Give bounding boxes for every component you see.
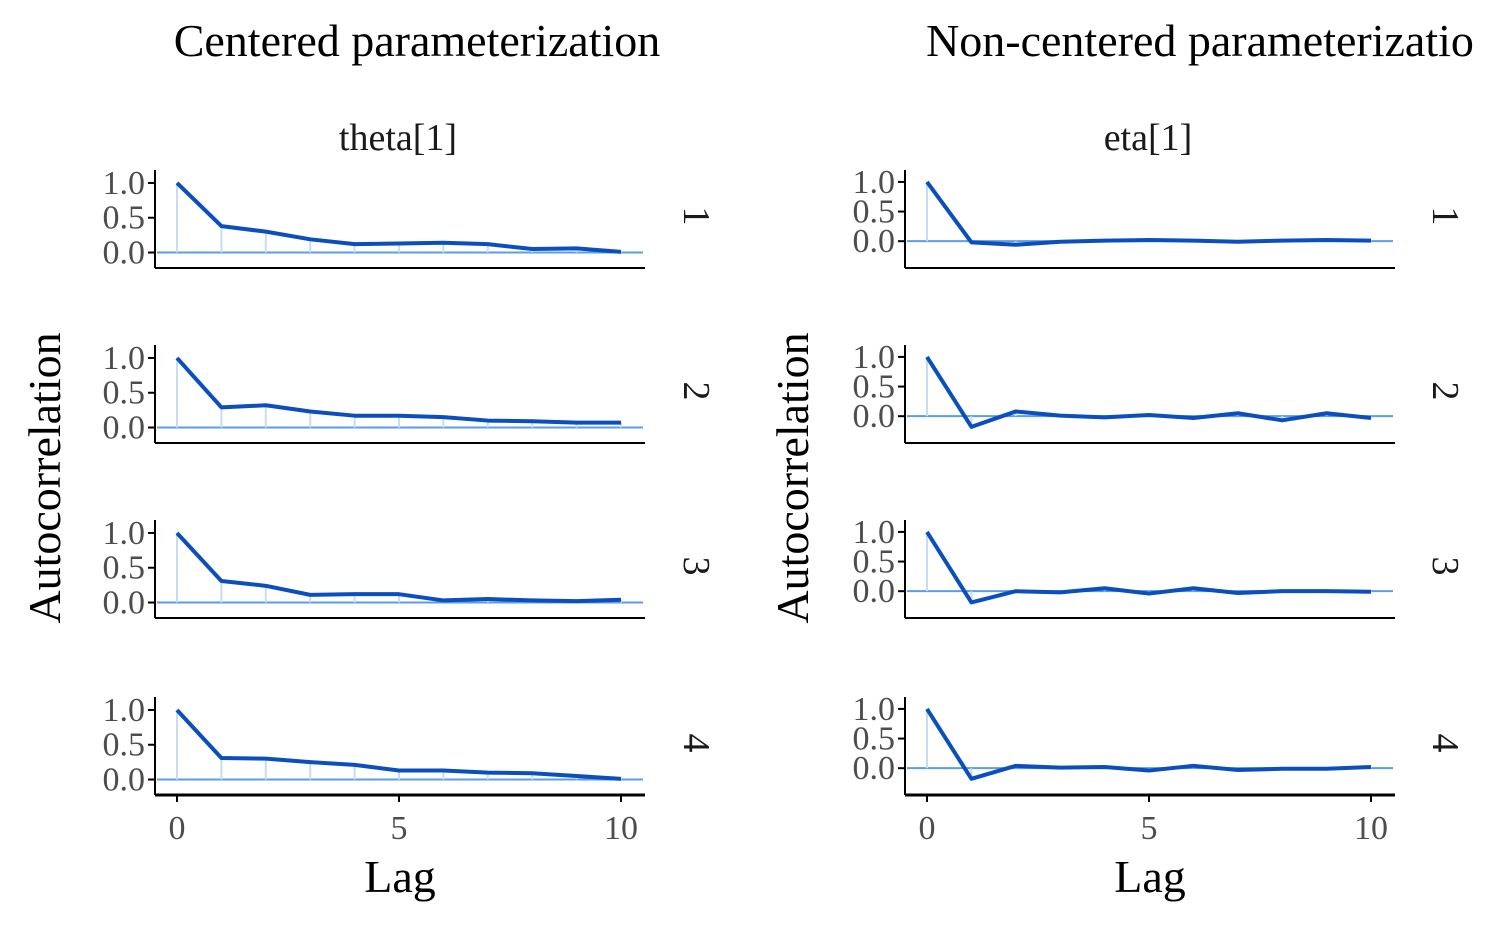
acf-series-line — [175, 356, 621, 425]
strip-label: 3 — [1424, 557, 1466, 576]
facet-panel-4: 0.00.51.0 4 0 5 10 — [853, 691, 1467, 847]
y-tick-label: 1.0 — [103, 692, 146, 729]
facet-panel-1: 0.00.51.0 1 — [853, 164, 1466, 269]
y-tick-label: 0.5 — [103, 200, 146, 237]
strip-label: 2 — [1424, 382, 1466, 401]
y-tick-label: 0.0 — [103, 235, 146, 272]
y-tick-label: 1.0 — [853, 164, 896, 201]
facet-panel-3: 0.00.51.0 3 — [853, 514, 1466, 619]
facet-panel-3: 0.00.51.0 3 — [103, 515, 718, 622]
facet-panel-2: 0.00.51.0 2 — [853, 339, 1466, 444]
y-tick-label: 1.0 — [853, 514, 896, 551]
x-tick-label: 0 — [169, 810, 186, 847]
y-axis-title: Autocorrelation — [19, 332, 70, 623]
x-tick-label: 0 — [919, 810, 936, 847]
acf-series-line — [925, 355, 1372, 429]
facet-panel-4: 0.00.51.0 4 0 5 10 — [103, 692, 718, 847]
x-axis-title: Lag — [364, 851, 436, 902]
y-tick-label: 1.0 — [103, 165, 146, 202]
y-tick-label: 0.5 — [103, 727, 146, 764]
y-tick-label: 1.0 — [853, 691, 896, 728]
facet-panel-1: 0.00.51.0 1 — [103, 165, 718, 272]
x-tick-label: 10 — [604, 810, 638, 847]
y-tick-label: 1.0 — [103, 340, 146, 377]
chart-column-2: Non-centered parameterizatio eta[1] Autoco… — [767, 15, 1474, 902]
acf-series-line — [925, 707, 1372, 781]
strip-label: 1 — [675, 207, 717, 226]
chart-title: Non-centered parameterizatio — [926, 15, 1474, 66]
chart-column-1: Centered parameterization theta[1] Autocor… — [19, 15, 717, 902]
facet-title: eta[1] — [1104, 117, 1193, 159]
acf-series-line — [925, 180, 1372, 247]
y-tick-label: 0.5 — [103, 550, 146, 587]
y-tick-label: 0.0 — [103, 410, 146, 447]
y-tick-label: 0.0 — [103, 585, 146, 622]
x-tick-label: 5 — [1141, 810, 1158, 847]
strip-label: 4 — [675, 734, 717, 753]
strip-label: 3 — [675, 557, 717, 576]
y-tick-label: 0.5 — [853, 194, 896, 231]
acf-series-line — [175, 708, 622, 781]
y-tick-label: 0.0 — [853, 398, 896, 435]
y-tick-label: 0.0 — [853, 750, 896, 787]
y-tick-label: 0.5 — [853, 369, 896, 406]
y-tick-label: 0.5 — [853, 544, 896, 581]
acf-series-line — [925, 530, 1372, 605]
y-tick-label: 1.0 — [853, 339, 896, 376]
y-tick-label: 0.0 — [853, 573, 896, 610]
y-tick-label: 0.5 — [103, 375, 146, 412]
strip-label: 4 — [1424, 734, 1466, 753]
acf-series-line — [175, 181, 622, 254]
x-tick-label: 10 — [1354, 810, 1388, 847]
facet-title: theta[1] — [339, 117, 457, 159]
y-tick-label: 0.0 — [103, 762, 146, 799]
x-axis-title: Lag — [1114, 851, 1186, 902]
y-tick-label: 0.5 — [853, 721, 896, 758]
chart-title: Centered parameterization — [174, 15, 661, 66]
y-tick-label: 0.0 — [853, 223, 896, 260]
x-tick-label: 5 — [391, 810, 408, 847]
y-tick-label: 1.0 — [103, 515, 146, 552]
acf-series-line — [175, 531, 622, 604]
y-axis-title: Autocorrelation — [767, 332, 818, 623]
strip-label: 1 — [1424, 207, 1466, 226]
strip-label: 2 — [675, 382, 717, 401]
facet-panel-2: 0.00.51.0 2 — [103, 340, 718, 447]
